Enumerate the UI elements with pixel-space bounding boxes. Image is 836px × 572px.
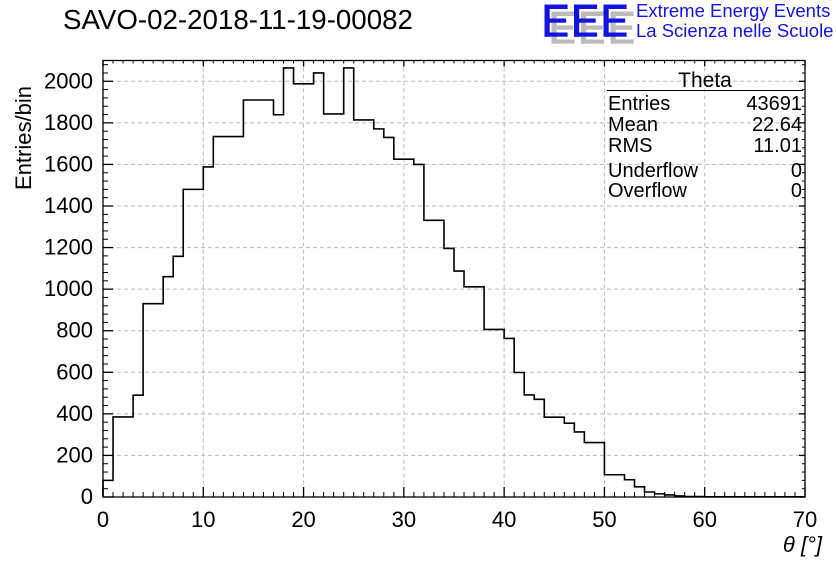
svg-text:70: 70 (793, 507, 817, 532)
svg-text:2000: 2000 (44, 68, 93, 93)
svg-text:1600: 1600 (44, 151, 93, 176)
svg-text:200: 200 (56, 442, 93, 467)
svg-text:50: 50 (592, 507, 616, 532)
svg-text:1800: 1800 (44, 110, 93, 135)
svg-text:1000: 1000 (44, 276, 93, 301)
svg-text:1200: 1200 (44, 235, 93, 260)
svg-text:20: 20 (291, 507, 315, 532)
svg-text:0: 0 (97, 507, 109, 532)
svg-text:0: 0 (81, 484, 93, 509)
svg-text:40: 40 (492, 507, 516, 532)
svg-text:1400: 1400 (44, 193, 93, 218)
svg-text:600: 600 (56, 359, 93, 384)
svg-text:30: 30 (392, 507, 416, 532)
svg-text:400: 400 (56, 401, 93, 426)
svg-text:800: 800 (56, 318, 93, 343)
svg-text:10: 10 (191, 507, 215, 532)
svg-text:60: 60 (692, 507, 716, 532)
